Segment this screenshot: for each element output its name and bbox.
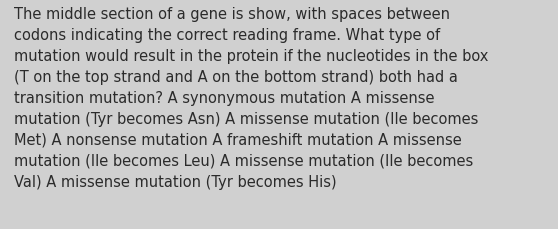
Text: The middle section of a gene is show, with spaces between
codons indicating the : The middle section of a gene is show, wi…: [14, 7, 488, 189]
